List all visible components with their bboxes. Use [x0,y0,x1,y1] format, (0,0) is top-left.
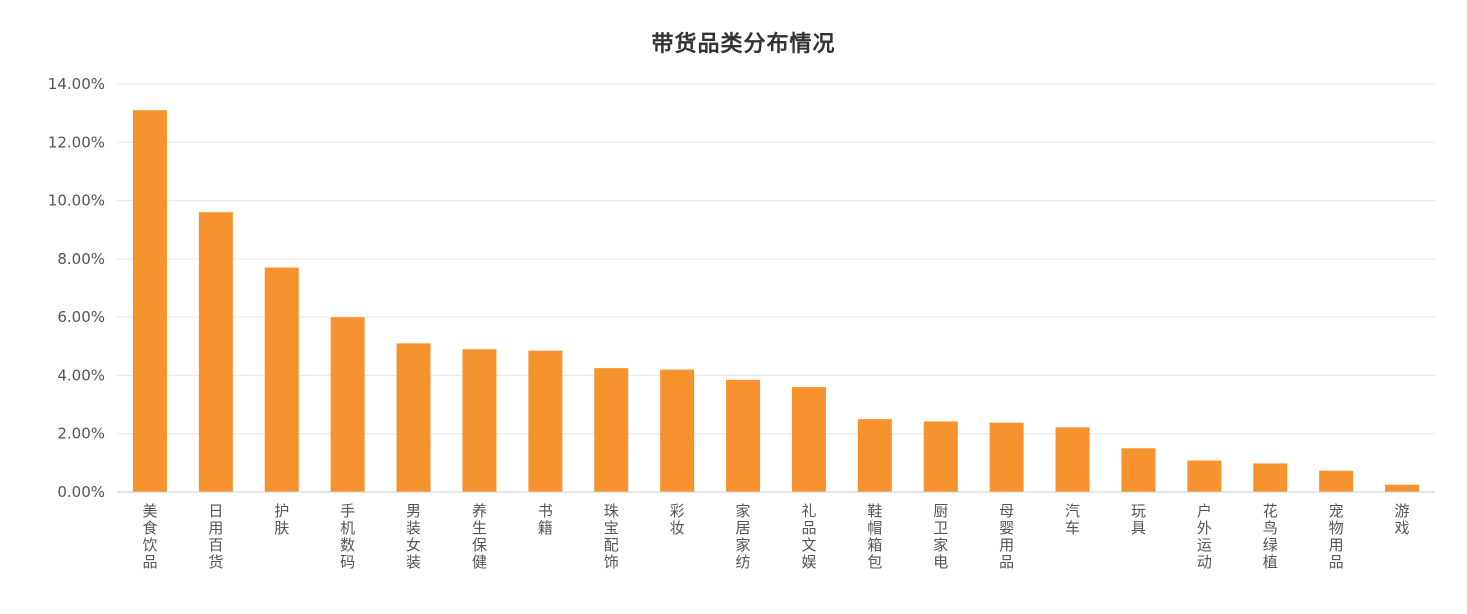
bar [264,267,299,492]
x-tick-label: 珠宝配饰 [604,502,619,571]
y-tick-label: 10.00% [48,192,105,210]
y-tick-label: 0.00% [57,483,105,501]
gridlines [117,83,1435,435]
bar [528,350,563,492]
x-tick-label: 花鸟绿植 [1263,502,1278,571]
x-tick-label: 玩具 [1131,502,1146,537]
bar [726,379,761,492]
bar [462,349,497,492]
bars [132,110,1420,492]
x-tick-label: 养生保健 [472,502,487,571]
x-tick-label: 家居家纺 [736,502,751,571]
x-tick-label: 日用百货 [208,502,223,571]
bar [1187,460,1222,492]
bar [594,368,629,492]
bar [857,419,892,492]
bar [1055,427,1090,492]
x-tick-label: 书籍 [538,502,553,537]
bar [198,212,233,492]
bar [1121,448,1156,492]
x-tick-label: 母婴用品 [999,502,1014,571]
y-tick-label: 2.00% [57,425,105,443]
bar [330,317,365,492]
bar [1253,463,1288,492]
bar [132,110,167,492]
x-tick-label: 鞋帽箱包 [867,502,882,571]
y-tick-label: 14.00% [48,75,105,93]
x-tick-label: 户外运动 [1197,502,1212,571]
bar [660,369,695,492]
bar [1385,484,1420,492]
x-tick-label: 护肤 [274,502,289,537]
bar [989,422,1024,492]
bar [791,387,826,492]
x-tick-label: 美食饮品 [142,502,157,571]
x-tick-label: 汽车 [1065,502,1080,537]
x-tick-label: 礼品文娱 [801,502,816,571]
x-axis-tick-labels: 美食饮品 日用百货 护肤 手机数码 男装女装 养生保健 书籍 珠宝配饰 彩妆 家居家纺 礼品文娱 鞋帽… [142,502,1409,571]
x-tick-label: 彩妆 [670,502,685,537]
y-tick-label: 4.00% [57,366,105,384]
y-tick-label: 12.00% [48,133,105,151]
y-tick-label: 8.00% [57,250,105,268]
bar [396,343,431,492]
bar [923,421,958,492]
x-tick-label: 厨卫家电 [933,502,948,571]
y-tick-label: 6.00% [57,308,105,326]
bar [1319,470,1354,492]
x-tick-label: 宠物用品 [1329,502,1344,571]
x-tick-label: 手机数码 [340,502,355,571]
y-axis-tick-labels: 0.00% 2.00% 4.00% 6.00% 8.00% 10.00% 12.00% 14.… [48,75,105,501]
chart-title: 带货品类分布情况 [651,32,836,57]
x-tick-label: 男装女装 [406,502,421,571]
x-tick-label: 游戏 [1395,502,1410,537]
